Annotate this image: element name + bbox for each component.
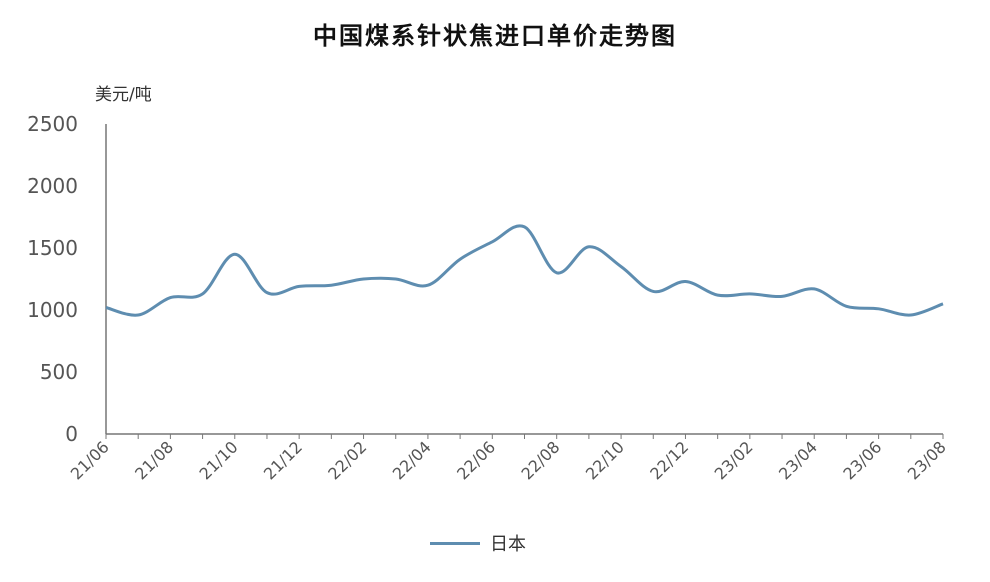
data-point: [683, 279, 687, 283]
data-point: [748, 292, 752, 296]
y-tick-label: 0: [65, 422, 78, 446]
data-point: [941, 302, 945, 306]
data-point: [233, 252, 237, 256]
series-line-japan: [105, 224, 944, 317]
data-point: [523, 225, 527, 229]
data-point: [555, 271, 559, 275]
y-tick-label: 1500: [27, 236, 78, 260]
data-point: [458, 257, 462, 261]
x-tick-label: 21/08: [131, 437, 177, 483]
y-axis-unit-label: 美元/吨: [95, 85, 152, 105]
x-tick-label: 21/10: [196, 437, 242, 483]
x-tick-label: 23/08: [904, 437, 950, 483]
y-tick-label: 2000: [27, 174, 78, 198]
data-point: [297, 284, 301, 288]
data-point: [329, 283, 333, 287]
data-point: [394, 277, 398, 281]
data-point: [844, 304, 848, 308]
data-point: [587, 245, 591, 249]
data-point: [812, 287, 816, 291]
data-point: [201, 292, 205, 296]
legend: 日本: [430, 530, 526, 556]
y-tick-label: 2500: [27, 112, 78, 136]
data-point: [136, 313, 140, 317]
legend-label-japan: 日本: [490, 534, 526, 555]
x-tick-label: 23/02: [711, 437, 757, 483]
data-point: [265, 291, 269, 295]
x-tick-label: 22/12: [646, 437, 692, 483]
x-tick-label: 21/12: [260, 437, 306, 483]
x-tick-label: 22/04: [389, 437, 435, 483]
data-point: [651, 289, 655, 293]
data-point: [426, 283, 430, 287]
x-tick-label: 22/10: [582, 437, 628, 483]
data-point: [877, 307, 881, 311]
data-point: [780, 294, 784, 298]
data-point: [619, 265, 623, 269]
y-tick-label: 500: [40, 360, 78, 384]
data-point: [490, 240, 494, 244]
x-tick-label: 23/06: [839, 437, 885, 483]
data-point: [362, 277, 366, 281]
legend-swatch-japan: [430, 541, 480, 545]
data-point: [716, 293, 720, 297]
x-tick-label: 23/04: [775, 437, 821, 483]
chart-title: 中国煤系针状焦进口单价走势图: [313, 21, 677, 50]
x-tick-label: 22/02: [324, 437, 370, 483]
data-point: [909, 313, 913, 317]
x-tick-label: 22/08: [517, 437, 563, 483]
y-tick-label: 1000: [27, 298, 78, 322]
data-point: [168, 296, 172, 300]
data-point: [104, 306, 108, 310]
x-tick-label: 22/06: [453, 437, 499, 483]
